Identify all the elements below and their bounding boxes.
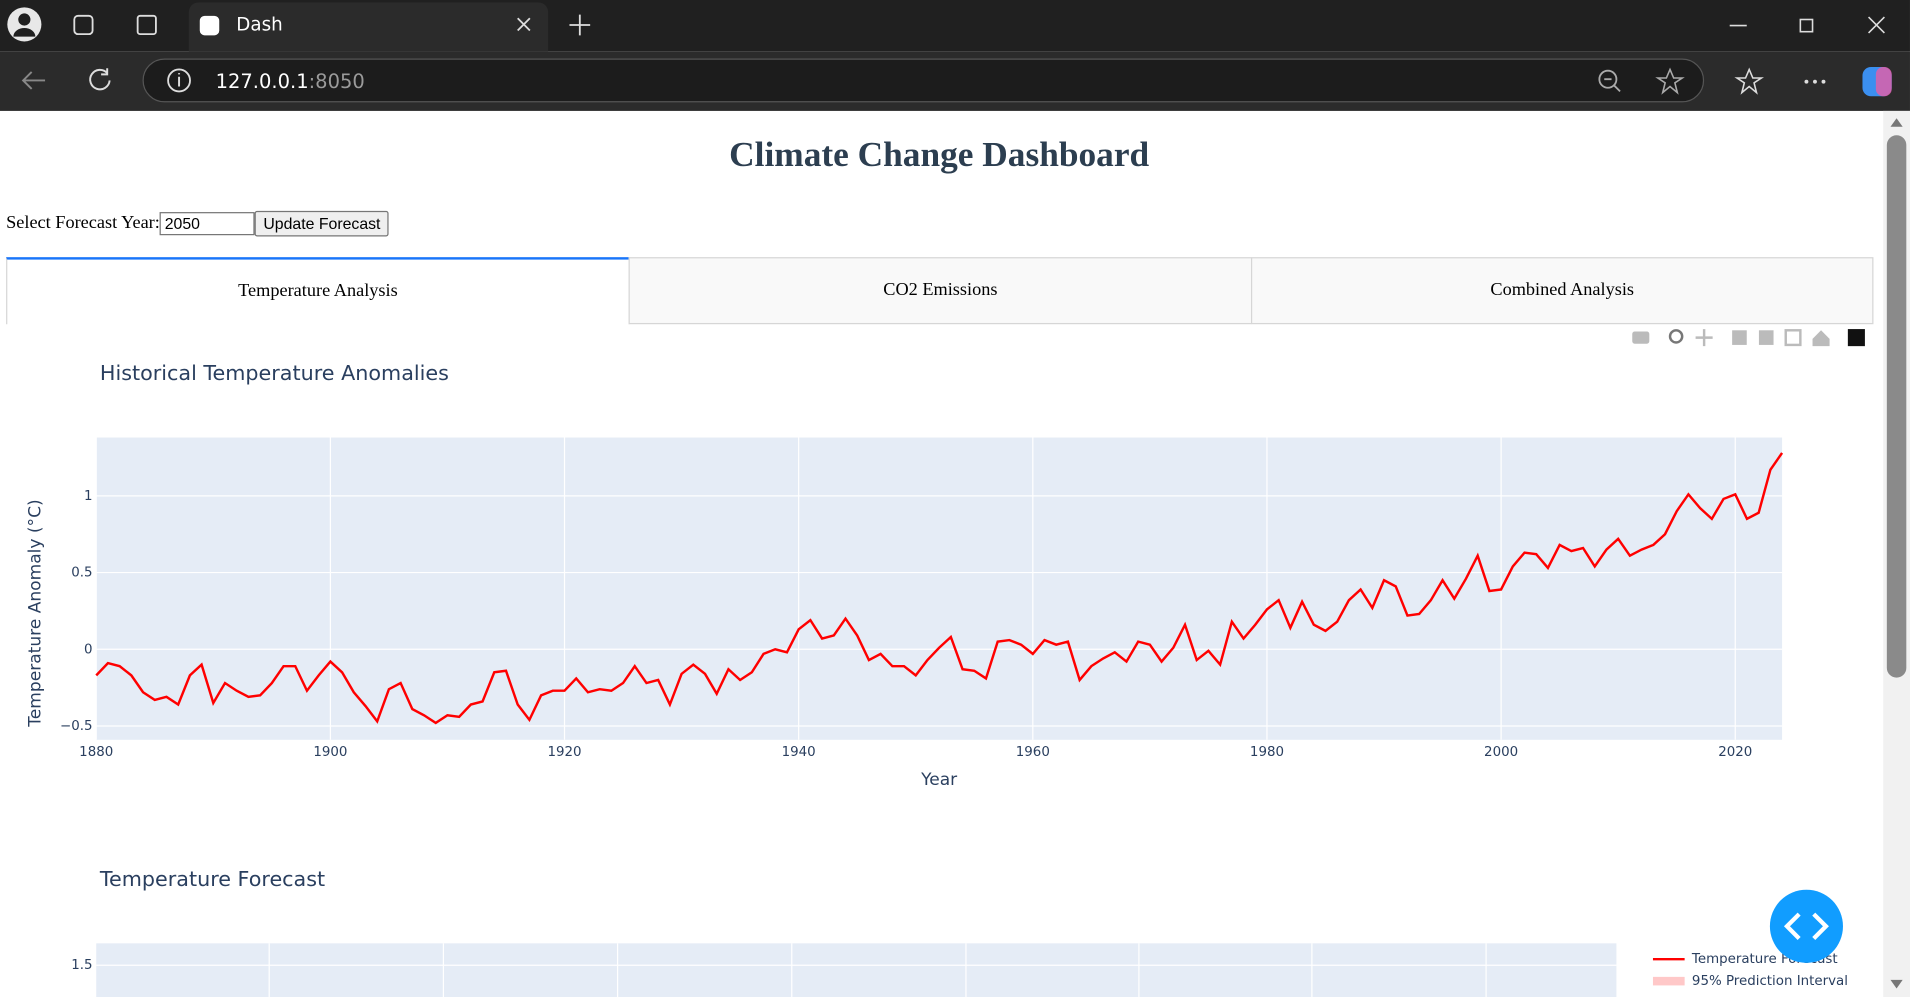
favorites[interactable] — [1734, 67, 1764, 95]
autoscale[interactable] — [1784, 329, 1802, 347]
year-input[interactable]: 2050 — [159, 212, 255, 236]
favorite[interactable] — [1655, 67, 1685, 95]
form-label: Select Forecast Year: — [6, 213, 160, 233]
close-window[interactable] — [1868, 16, 1885, 34]
plotly-logo[interactable] — [1847, 329, 1865, 347]
reset[interactable] — [1812, 330, 1830, 347]
chart-title: Temperature Forecast — [99, 867, 325, 891]
x-tick-label: 1940 — [782, 745, 816, 760]
x-tick-label: 1980 — [1250, 745, 1284, 760]
legend-swatch — [1652, 976, 1685, 986]
url: 127.0.0.1:8050 — [216, 69, 365, 92]
url-host: 127.0.0.1 — [215, 69, 309, 93]
y-tick-label: 1.5 — [71, 958, 92, 973]
plot-background — [96, 943, 1617, 997]
y-tick-label: 1 — [84, 489, 93, 504]
chart-title: Historical Temperature Anomalies — [100, 361, 449, 385]
modebar — [1632, 329, 1865, 347]
x-tick-label: 2020 — [1718, 745, 1752, 760]
site-info[interactable] — [167, 68, 191, 93]
copilot-part — [1875, 67, 1892, 97]
x-tick-label: 1880 — [79, 745, 113, 760]
page-title: Climate Change Dashboard — [729, 135, 1150, 175]
zoom-glyph — [1604, 78, 1621, 93]
browser-tab[interactable] — [188, 2, 549, 52]
y-tick-label: −0.5 — [60, 719, 93, 734]
legend-label: 95% Prediction Interval — [1692, 974, 1848, 989]
forecast-form: Select Forecast Year: 2050 Update Foreca… — [6, 210, 389, 237]
tab[interactable]: CO2 Emissions — [628, 257, 1253, 325]
more-menu[interactable] — [1804, 79, 1826, 84]
x-axis-title: Year — [920, 770, 958, 790]
dev-button-glyph — [1783, 912, 1829, 940]
dev-button-bg — [1769, 889, 1843, 963]
scroll-thumb[interactable] — [1886, 135, 1907, 678]
reload[interactable] — [89, 68, 111, 91]
x-tick-label: 1960 — [1016, 745, 1050, 760]
tab[interactable]: Temperature Analysis — [6, 257, 630, 325]
camera[interactable] — [1632, 331, 1650, 344]
plot-background — [96, 437, 1783, 740]
profile-head — [18, 13, 31, 26]
y-axis-title: Temperature Anomaly (°C) — [25, 499, 45, 727]
temperature-line — [95, 452, 1784, 725]
favicon — [199, 15, 220, 36]
x-tick-label: 2000 — [1484, 745, 1518, 760]
tab[interactable]: Combined Analysis — [1250, 257, 1874, 325]
y-tick-label: 0 — [84, 642, 93, 657]
zoom-in[interactable] — [1732, 330, 1747, 345]
zoom-out[interactable] — [1758, 330, 1774, 345]
pan[interactable] — [1695, 329, 1713, 347]
collections-icon[interactable] — [73, 14, 94, 36]
zoom[interactable] — [1668, 329, 1684, 344]
chrome-icons — [7, 7, 1892, 97]
close-tab[interactable] — [517, 17, 531, 32]
tab-title: Dash — [236, 13, 283, 36]
new-tab[interactable] — [569, 14, 591, 36]
y-tick-label: 0.5 — [71, 566, 92, 581]
update-button[interactable]: Update Forecast — [254, 210, 389, 237]
scrollbar-parts — [1886, 118, 1907, 989]
x-tick-label: 1920 — [547, 745, 581, 760]
dev-tools-button[interactable] — [1769, 889, 1845, 965]
address-bar[interactable] — [142, 58, 1705, 103]
restore[interactable] — [1799, 18, 1814, 33]
back[interactable] — [21, 71, 46, 90]
url-port: :8050 — [308, 69, 365, 93]
x-tick-label: 1900 — [313, 745, 347, 760]
zoom-icon[interactable] — [1598, 69, 1618, 89]
tab-actions-icon[interactable] — [136, 14, 157, 36]
profile-body — [13, 28, 36, 37]
